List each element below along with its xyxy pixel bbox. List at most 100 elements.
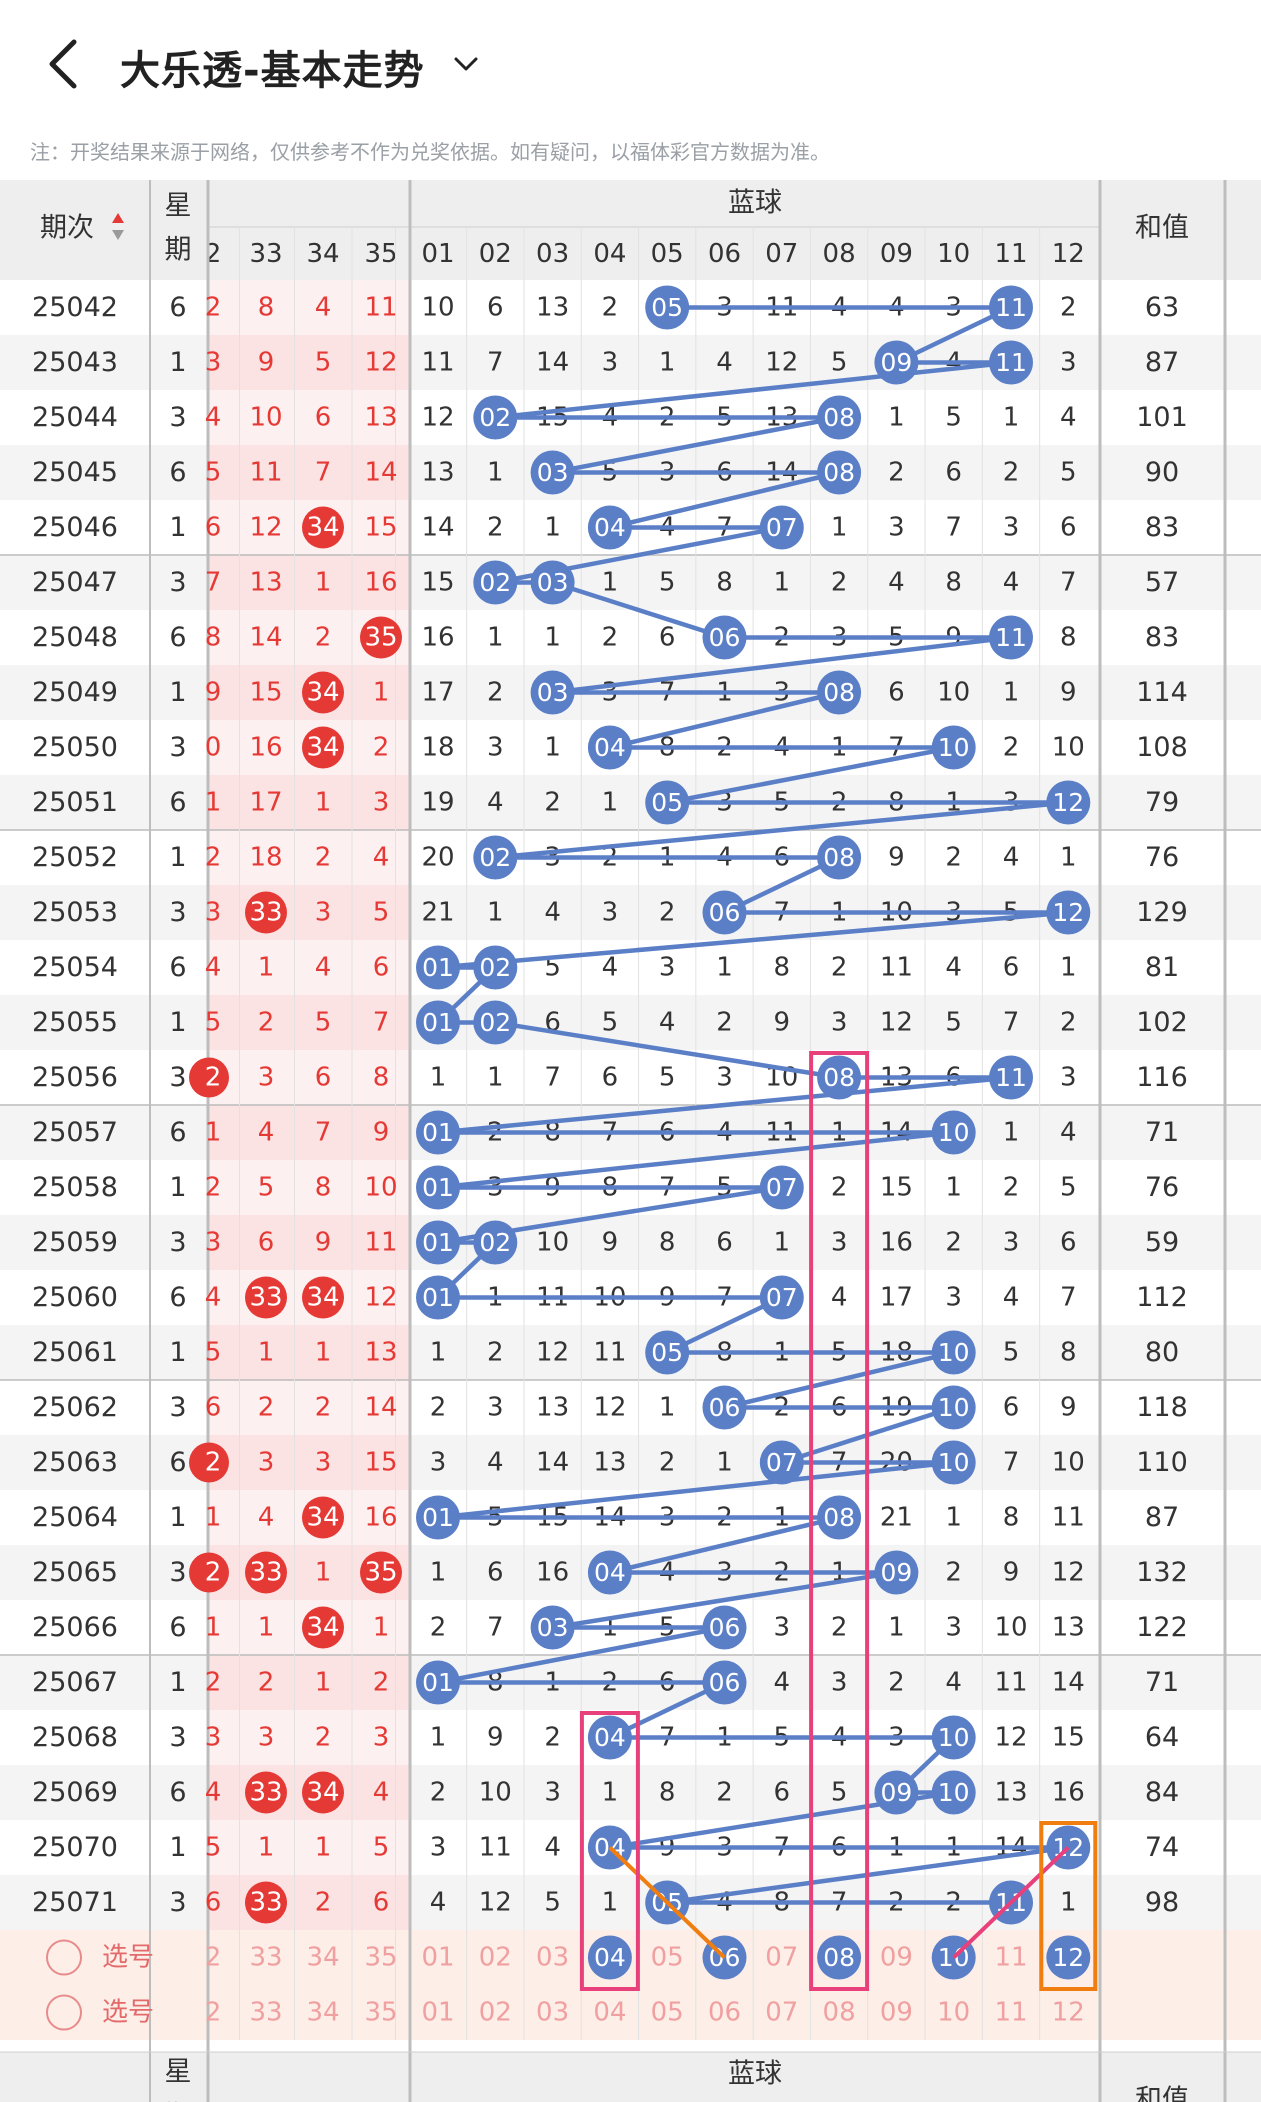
- blue-miss-cell: 3: [1003, 1228, 1020, 1258]
- red-miss-cell: 13: [364, 1338, 397, 1368]
- blue-miss-cell: 10: [1052, 733, 1085, 763]
- red-miss-cell: 16: [364, 1503, 397, 1533]
- blue-miss-cell: 2: [544, 1723, 561, 1753]
- period-cell: 25068: [32, 1722, 118, 1753]
- selected-blue-ball[interactable]: [1046, 1935, 1091, 1980]
- red-miss-cell: 6: [373, 1888, 390, 1918]
- back-arrow-icon[interactable]: [40, 36, 90, 92]
- blue-ball-number: 01: [422, 1173, 454, 1202]
- week-cell: 3: [169, 1227, 186, 1258]
- page-title[interactable]: 大乐透-基本走势: [120, 48, 425, 94]
- blue-miss-cell: 1: [716, 953, 733, 983]
- trend-line: [609, 1515, 840, 1575]
- header-red-col: 35: [364, 239, 397, 269]
- red-miss-cell: 3: [258, 1063, 275, 1093]
- red-miss-cell: 10: [364, 1173, 397, 1203]
- blue-miss-cell: 4: [1003, 1283, 1020, 1313]
- red-edge-cell: 4: [205, 1283, 222, 1313]
- blue-ball-number: 10: [938, 1338, 970, 1367]
- red-miss-cell: 6: [373, 953, 390, 983]
- sum-cell: 112: [1136, 1282, 1188, 1313]
- blue-miss-cell: 7: [945, 513, 962, 543]
- blue-miss-cell: 10: [1052, 1448, 1085, 1478]
- blue-ball-number: 01: [422, 953, 454, 982]
- chevron-down-icon[interactable]: [448, 46, 484, 82]
- red-miss-cell: 5: [373, 1833, 390, 1863]
- blue-miss-cell: 3: [945, 1613, 962, 1643]
- period-cell: 25059: [32, 1227, 118, 1258]
- blue-miss-cell: 5: [945, 1008, 962, 1038]
- sum-cell: 116: [1136, 1062, 1188, 1093]
- red-zone-bg: [208, 1215, 410, 1270]
- header-blue-col: 09: [880, 239, 913, 269]
- period-cell: 25070: [32, 1832, 118, 1863]
- header-red-col: 33: [249, 239, 282, 269]
- period-cell: 25048: [32, 622, 118, 653]
- sum-cell: 90: [1145, 457, 1179, 488]
- select-radio[interactable]: [46, 1994, 82, 2031]
- period-cell: 25047: [32, 567, 118, 598]
- blue-hit-ball: [931, 1715, 976, 1760]
- blue-ball-number: 09: [880, 1558, 912, 1587]
- blue-miss-cell: 9: [888, 843, 905, 873]
- red-miss-cell: 1: [315, 1668, 332, 1698]
- blue-miss-cell: 5: [659, 1063, 676, 1093]
- blue-miss-cell: 1: [602, 568, 619, 598]
- blue-miss-cell: 9: [487, 1723, 504, 1753]
- footer-week-line2: 期: [165, 2101, 192, 2102]
- red-miss-cell: 2: [258, 1668, 275, 1698]
- red-edge-cell: 2: [205, 1558, 222, 1588]
- red-miss-cell: 13: [364, 403, 397, 433]
- blue-miss-cell: 13: [536, 293, 569, 323]
- blue-miss-cell: 17: [880, 1283, 913, 1313]
- red-edge-cell: 1: [205, 788, 222, 818]
- trend-line: [552, 1570, 897, 1630]
- select-blue-option: 05: [651, 1943, 684, 1973]
- blue-miss-cell: 2: [945, 843, 962, 873]
- footer-blue-group: 蓝球: [728, 2059, 782, 2090]
- period-cell: 25055: [32, 1007, 118, 1038]
- blue-miss-cell: 13: [1052, 1613, 1085, 1643]
- red-edge-cell: 6: [205, 1393, 222, 1423]
- blue-hit-ball: [874, 1550, 919, 1595]
- red-zone-bg: [208, 1325, 410, 1380]
- blue-miss-cell: 1: [487, 1063, 504, 1093]
- red-miss-cell: 1: [258, 1833, 275, 1863]
- select-label: 选号: [102, 1943, 154, 1973]
- select-blue-option: 02: [479, 1998, 512, 2028]
- selected-blue-ball[interactable]: [817, 1935, 862, 1980]
- sort-icon[interactable]: [112, 213, 124, 240]
- blue-ball-number: 11: [995, 293, 1027, 322]
- blue-miss-cell: 4: [945, 1668, 962, 1698]
- selected-blue-ball[interactable]: [587, 1935, 632, 1980]
- blue-hit-ball: [473, 835, 518, 880]
- sum-cell: 63: [1145, 292, 1179, 323]
- select-blue-option: 12: [1052, 1998, 1085, 2028]
- blue-hit-ball: [416, 1110, 460, 1155]
- blue-hit-ball: [702, 615, 747, 660]
- blue-miss-cell: 4: [888, 568, 905, 598]
- blue-hit-ball: [931, 1440, 976, 1485]
- blue-hit-ball: [702, 890, 747, 935]
- blue-miss-cell: 4: [1060, 1118, 1077, 1148]
- blue-miss-cell: 3: [831, 1008, 848, 1038]
- blue-miss-cell: 2: [602, 293, 619, 323]
- red-miss-cell: 2: [315, 1723, 332, 1753]
- footer-week-line1: 星: [165, 2057, 192, 2088]
- blue-miss-cell: 1: [1060, 843, 1077, 873]
- blue-miss-cell: 5: [831, 1778, 848, 1808]
- red-edge-cell: 3: [205, 898, 222, 928]
- red-miss-cell: 12: [249, 513, 282, 543]
- blue-miss-cell: 4: [430, 1888, 447, 1918]
- blue-hit-ball: [416, 1660, 460, 1705]
- red-zone-bg: [208, 775, 410, 830]
- select-radio[interactable]: [46, 1939, 82, 1976]
- header-blue-col: 04: [593, 239, 626, 269]
- red-hit-ball: [360, 1551, 402, 1594]
- red-ball-number: 34: [306, 678, 339, 708]
- red-miss-cell: 11: [364, 293, 397, 323]
- blue-miss-cell: 4: [544, 898, 561, 928]
- selected-blue-number: 08: [823, 1943, 855, 1972]
- blue-hit-ball: [702, 1660, 747, 1705]
